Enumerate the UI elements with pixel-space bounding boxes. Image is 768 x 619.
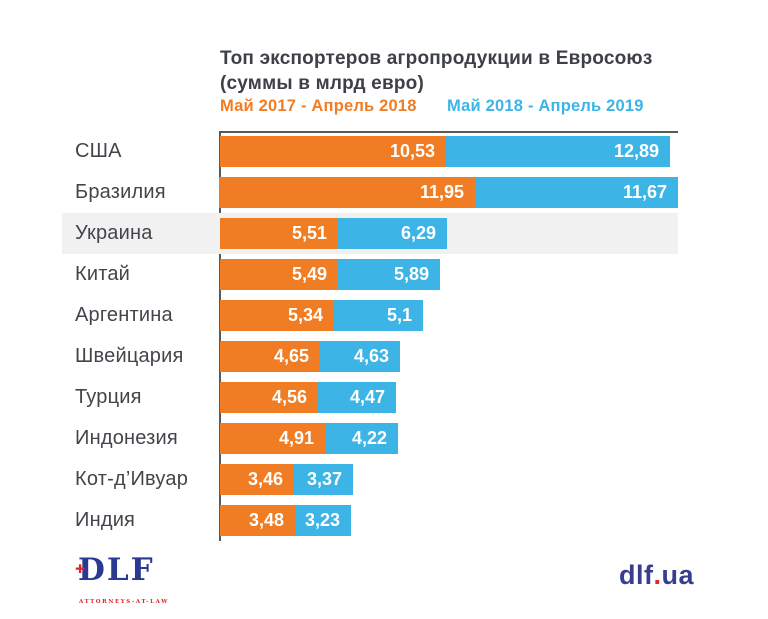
category-label: Кот-д’Ивуар	[75, 468, 189, 490]
chart-row: Украина 5,51 6,29	[62, 213, 678, 254]
site-url-post: ua	[661, 560, 695, 590]
chart-row: США 10,53 12,89	[62, 131, 678, 172]
bar-segment-2018-2019: 12,89	[446, 136, 670, 167]
bar-segment-2018-2019: 4,22	[325, 423, 398, 454]
bar-segment-2017-2018: 4,56	[220, 382, 318, 413]
chart-title-line1: Топ экспортеров агропродукции в Евросоюз	[220, 48, 653, 69]
legend-item-2018-2019: Май 2018 - Апрель 2019	[447, 97, 644, 115]
bar-segment-2017-2018: 4,91	[220, 423, 325, 454]
value-label-2018-2019: 4,63	[353, 346, 389, 366]
chart-row: Турция 4,56 4,47	[62, 377, 678, 418]
category-label: Индия	[75, 509, 136, 531]
value-label-2018-2019: 5,1	[386, 305, 412, 325]
category-label: Бразилия	[75, 181, 166, 203]
bar-segment-2018-2019: 3,37	[294, 464, 353, 495]
bar-segment-2018-2019: 6,29	[338, 218, 447, 249]
value-label-2018-2019: 11,67	[622, 182, 667, 202]
bar-segment-2018-2019: 5,1	[334, 300, 423, 331]
dlf-logo-cross-icon: ✚	[75, 562, 88, 576]
value-label-2017-2018: 5,49	[291, 264, 327, 284]
value-label-2018-2019: 3,37	[306, 469, 342, 489]
bar-segment-2018-2019: 5,89	[338, 259, 440, 290]
legend-item-2017-2018: Май 2017 - Апрель 2018	[220, 97, 417, 115]
bar-segment-2018-2019: 3,23	[295, 505, 351, 536]
bar-group: 11,95 11,67	[219, 177, 678, 208]
value-label-2017-2018: 4,65	[273, 346, 309, 366]
bar-segment-2018-2019: 4,63	[320, 341, 400, 372]
site-url-dot: .	[653, 560, 662, 590]
value-label-2018-2019: 3,23	[304, 510, 340, 530]
axis-top-line	[219, 131, 678, 133]
dlf-logo-wordmark: ✚ DLF ATTORNEYS-AT-LAW	[75, 552, 169, 618]
bar-group: 4,91 4,22	[220, 423, 398, 454]
category-label: Аргентина	[75, 304, 173, 326]
value-label-2017-2018: 11,95	[419, 182, 464, 202]
category-label: Украина	[75, 222, 153, 244]
chart-row: Индонезия 4,91 4,22	[62, 418, 678, 459]
site-url: dlf.ua	[619, 560, 694, 591]
bar-segment-2018-2019: 11,67	[475, 177, 678, 208]
bar-group: 5,34 5,1	[220, 300, 423, 331]
value-label-2017-2018: 10,53	[389, 141, 435, 161]
category-label: Индонезия	[75, 427, 178, 449]
value-label-2017-2018: 3,48	[248, 510, 284, 530]
category-label: Китай	[75, 263, 131, 285]
bar-segment-2017-2018: 4,65	[220, 341, 320, 372]
chart-title-line2: (суммы в млрд евро)	[220, 73, 424, 94]
chart-rows: США 10,53 12,89 Бразилия 11,95 11,67 Украина 5,…	[62, 131, 678, 541]
bar-segment-2017-2018: 10,53	[220, 136, 446, 167]
bar-group: 3,48 3,23	[220, 505, 351, 536]
chart-row: Китай 5,49 5,89	[62, 254, 678, 295]
bar-group: 5,51 6,29	[220, 218, 447, 249]
value-label-2017-2018: 4,56	[271, 387, 307, 407]
value-label-2018-2019: 6,29	[400, 223, 436, 243]
value-label-2017-2018: 4,91	[278, 428, 314, 448]
bar-segment-2017-2018: 5,51	[220, 218, 338, 249]
dlf-logo-subtext: ATTORNEYS-AT-LAW	[79, 599, 169, 605]
value-label-2017-2018: 3,46	[247, 469, 283, 489]
axis-left-line	[219, 131, 221, 541]
bar-group: 10,53 12,89	[220, 136, 670, 167]
dlf-logo: ✚ DLF ATTORNEYS-AT-LAW	[75, 552, 198, 618]
dlf-logo-text: DLF	[78, 552, 155, 588]
value-label-2018-2019: 4,47	[349, 387, 385, 407]
bar-segment-2017-2018: 3,46	[220, 464, 294, 495]
chart-title: Топ экспортеров агропродукции в Евросоюз…	[220, 46, 700, 96]
bar-chart: США 10,53 12,89 Бразилия 11,95 11,67 Украина 5,…	[62, 131, 678, 541]
chart-row: Кот-д’Ивуар 3,46 3,37	[62, 459, 678, 500]
bar-segment-2017-2018: 3,48	[220, 505, 295, 536]
value-label-2017-2018: 5,51	[291, 223, 327, 243]
bar-group: 4,65 4,63	[220, 341, 400, 372]
category-label: Турция	[75, 386, 142, 408]
category-label: Швейцария	[75, 345, 184, 367]
value-label-2018-2019: 4,22	[351, 428, 387, 448]
chart-row: Швейцария 4,65 4,63	[62, 336, 678, 377]
category-label: США	[75, 140, 122, 162]
bar-group: 4,56 4,47	[220, 382, 396, 413]
bar-segment-2018-2019: 4,47	[318, 382, 396, 413]
bar-group: 3,46 3,37	[220, 464, 353, 495]
value-label-2018-2019: 5,89	[393, 264, 429, 284]
value-label-2017-2018: 5,34	[287, 305, 323, 325]
chart-row: Индия 3,48 3,23	[62, 500, 678, 541]
bar-segment-2017-2018: 5,49	[220, 259, 338, 290]
bar-segment-2017-2018: 11,95	[219, 177, 475, 208]
bar-group: 5,49 5,89	[220, 259, 440, 290]
value-label-2018-2019: 12,89	[613, 141, 659, 161]
site-url-pre: dlf	[619, 560, 654, 590]
chart-row: Бразилия 11,95 11,67	[62, 172, 678, 213]
chart-row: Аргентина 5,34 5,1	[62, 295, 678, 336]
bar-segment-2017-2018: 5,34	[220, 300, 334, 331]
